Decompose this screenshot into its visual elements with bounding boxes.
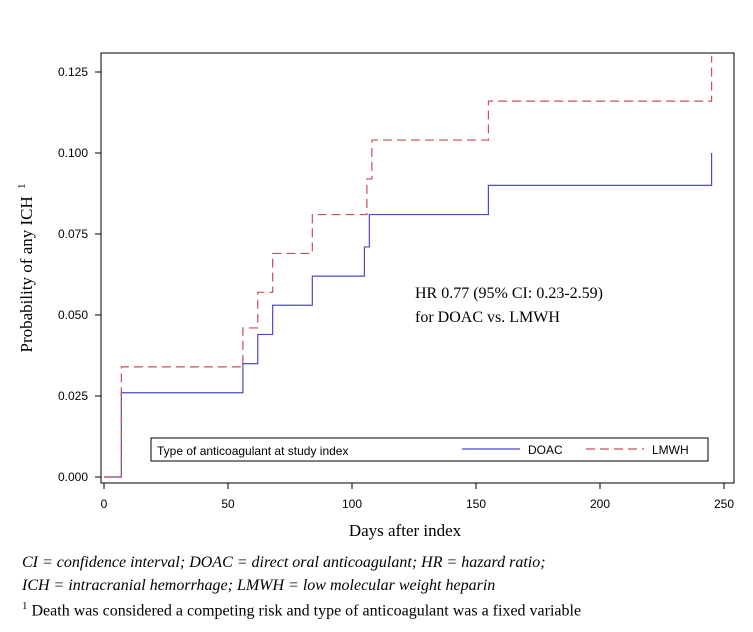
x-axis-label: Days after index (349, 521, 462, 540)
y-tick-label: 0.100 (58, 146, 88, 160)
y-axis-label-group: Probability of any ICH 1 (16, 183, 36, 352)
y-tick-label: 0.000 (58, 470, 88, 484)
plot-frame (100, 52, 735, 484)
footnote-competing-risk-text: Death was considered a competing risk an… (27, 602, 582, 620)
x-tick-label: 50 (221, 497, 235, 511)
legend-title: Type of anticoagulant at study index (157, 444, 348, 458)
x-tick-label: 250 (714, 497, 734, 511)
x-tick-label: 100 (342, 497, 362, 511)
y-axis: 0.000 0.025 0.050 0.075 0.100 0.125 (58, 65, 101, 484)
y-tick-label: 0.025 (58, 389, 88, 403)
hr-annotation-line-2: for DOAC vs. LMWH (415, 309, 560, 326)
y-axis-label-text: Probability of any ICH (17, 196, 36, 352)
legend-box (150, 437, 709, 462)
hr-annotation-line-1: HR 0.77 (95% CI: 0.23-2.59) (415, 285, 603, 302)
x-axis: 0 50 100 150 200 250 (101, 483, 734, 511)
x-tick-label: 200 (590, 497, 610, 511)
series-layer (104, 55, 713, 478)
series-line-lmwh (104, 55, 713, 478)
footnote-competing-risk: 1 Death was considered a competing risk … (22, 600, 581, 620)
legend: Type of anticoagulant at study index DOA… (150, 437, 709, 462)
series-line-doac (104, 153, 713, 478)
y-tick-label: 0.075 (58, 227, 88, 241)
x-tick-label: 150 (466, 497, 486, 511)
legend-label-doac: DOAC (528, 443, 563, 457)
y-axis-label-superscript: 1 (16, 183, 28, 189)
footnote-marker: 1 (22, 600, 28, 612)
y-axis-label: Probability of any ICH 1 (16, 183, 36, 352)
y-tick-label: 0.125 (58, 65, 88, 79)
footnote-abbreviations-1: CI = confidence interval; DOAC = direct … (22, 554, 546, 571)
legend-label-lmwh: LMWH (652, 443, 689, 457)
footnote-abbreviations-2: ICH = intracranial hemorrhage; LMWH = lo… (22, 577, 496, 594)
x-tick-label: 0 (101, 497, 108, 511)
y-tick-label: 0.050 (58, 308, 88, 322)
